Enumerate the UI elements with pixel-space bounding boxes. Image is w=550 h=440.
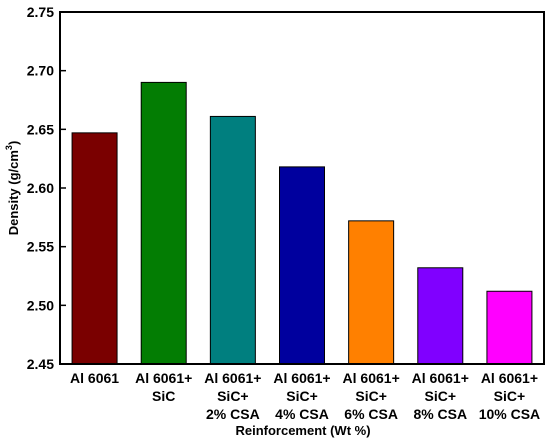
x-category-label: 10% CSA [479, 406, 540, 422]
x-category-label: Al 6061+ [343, 370, 400, 386]
y-axis-title: Density (g/cm3) [4, 141, 21, 236]
y-tick-label: 2.65 [27, 121, 54, 137]
bar-4 [279, 166, 325, 365]
y-tick-label: 2.55 [27, 239, 54, 255]
x-category-label: SiC+ [494, 388, 526, 404]
x-category-label: 4% CSA [275, 406, 329, 422]
y-tick-label: 2.60 [27, 180, 54, 196]
bar-2 [140, 81, 187, 365]
x-category-label: SiC+ [286, 388, 318, 404]
y-axis-title-text: Density (g/cm [6, 150, 21, 235]
y-tick-label: 2.50 [27, 297, 54, 313]
x-category-label: SiC [152, 388, 175, 404]
x-category-label: Al 6061 [70, 370, 119, 386]
x-category-label: Al 6061+ [273, 370, 330, 386]
y-tick-label: 2.70 [27, 63, 54, 79]
x-axis-category-labels: Al 6061 Al 6061+ SiC Al 6061+ SiC+ 2% CSA Al 6… [70, 370, 540, 422]
bar-3 [209, 115, 256, 365]
x-category-label: SiC+ [217, 388, 249, 404]
x-category-label: SiC+ [355, 388, 387, 404]
x-category-label: Al 6061+ [481, 370, 538, 386]
plot-frame [59, 11, 545, 365]
x-category-label: Al 6061+ [204, 370, 261, 386]
x-category-label: SiC+ [425, 388, 457, 404]
y-axis-title-suffix: ) [6, 141, 21, 145]
bar-5 [348, 220, 395, 365]
x-axis-title: Reinforcement (Wt %) [235, 423, 370, 438]
bar-1 [71, 132, 118, 365]
bar-6 [417, 267, 464, 365]
bars-group [71, 81, 533, 365]
y-axis-title-superscript: 3 [4, 145, 14, 150]
x-category-label: 2% CSA [206, 406, 260, 422]
x-category-label: 8% CSA [413, 406, 467, 422]
y-tick-label: 2.45 [27, 356, 54, 372]
x-category-label: Al 6061+ [135, 370, 192, 386]
bar-7 [486, 290, 533, 365]
x-category-label: 6% CSA [344, 406, 398, 422]
y-tick-label: 2.75 [27, 4, 54, 20]
x-category-label: Al 6061+ [412, 370, 469, 386]
y-axis-ticks: 2.45 2.50 2.55 2.60 2.65 2.70 2.75 [27, 4, 66, 372]
